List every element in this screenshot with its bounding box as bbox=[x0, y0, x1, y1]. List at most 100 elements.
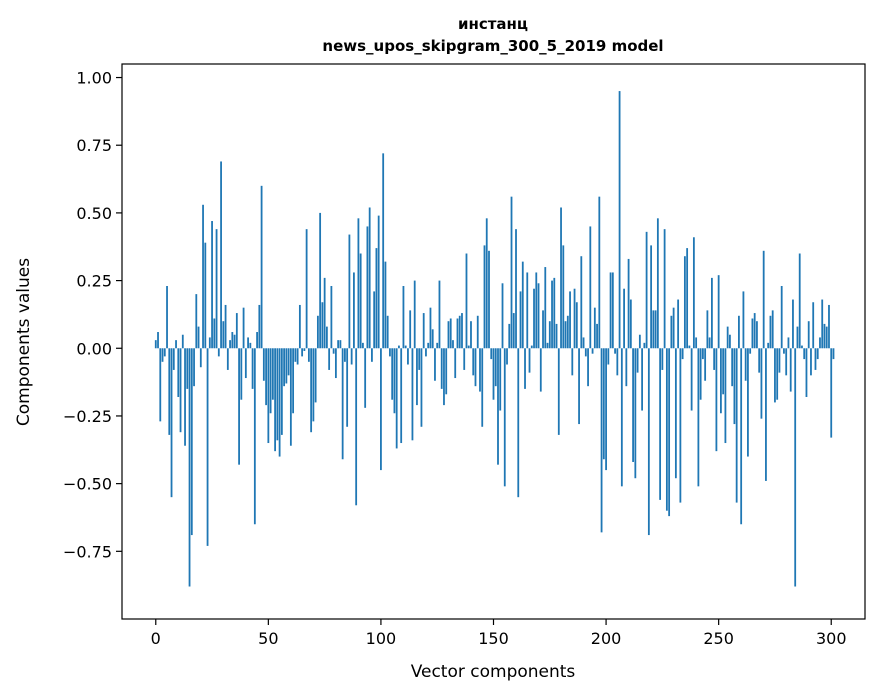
bar-4 bbox=[163, 348, 166, 357]
bar-50 bbox=[267, 348, 270, 444]
bar-126 bbox=[438, 280, 441, 349]
bar-187 bbox=[575, 302, 578, 349]
bar-87 bbox=[350, 348, 353, 365]
bar-14 bbox=[186, 348, 189, 389]
bar-254 bbox=[726, 326, 729, 349]
bar-146 bbox=[483, 245, 486, 349]
bar-197 bbox=[598, 196, 601, 349]
bar-91 bbox=[359, 253, 362, 349]
bar-284 bbox=[794, 348, 797, 587]
bar-80 bbox=[334, 348, 337, 379]
bar-190 bbox=[582, 337, 585, 349]
bar-275 bbox=[774, 348, 776, 403]
bar-200 bbox=[605, 348, 607, 471]
bar-268 bbox=[758, 348, 761, 373]
bar-72 bbox=[316, 315, 319, 349]
bar-100 bbox=[380, 348, 382, 471]
bar-262 bbox=[744, 348, 747, 381]
bar-108 bbox=[398, 345, 400, 349]
y-tick-label: 0.50 bbox=[76, 204, 112, 223]
bar-71 bbox=[314, 348, 317, 403]
bar-198 bbox=[600, 348, 603, 533]
bar-54 bbox=[276, 348, 279, 441]
bar-88 bbox=[353, 272, 355, 349]
bar-20 bbox=[199, 348, 202, 368]
bar-238 bbox=[690, 348, 693, 411]
bar-115 bbox=[413, 280, 416, 349]
bar-145 bbox=[481, 348, 484, 427]
bar-194 bbox=[591, 348, 594, 354]
bar-140 bbox=[470, 321, 472, 349]
y-tick-label: 0.75 bbox=[76, 136, 112, 155]
y-tick-label: −0.25 bbox=[63, 407, 112, 426]
bar-92 bbox=[362, 342, 364, 349]
y-tick-label: 0.25 bbox=[76, 272, 112, 291]
bar-154 bbox=[501, 283, 504, 349]
bar-25 bbox=[211, 221, 213, 349]
bar-128 bbox=[443, 348, 445, 406]
bar-62 bbox=[294, 348, 297, 362]
bar-265 bbox=[751, 318, 754, 349]
bar-232 bbox=[677, 299, 680, 349]
bar-229 bbox=[670, 315, 673, 349]
bar-282 bbox=[789, 348, 792, 392]
bar-141 bbox=[472, 348, 475, 376]
bar-159 bbox=[512, 313, 515, 349]
bar-16 bbox=[190, 348, 193, 536]
bar-176 bbox=[551, 280, 553, 349]
bar-79 bbox=[332, 348, 335, 354]
bar-168 bbox=[533, 288, 535, 349]
bar-179 bbox=[557, 348, 560, 435]
bar-300 bbox=[830, 348, 833, 438]
bar-163 bbox=[521, 261, 524, 349]
bar-245 bbox=[706, 310, 709, 349]
bar-269 bbox=[760, 348, 763, 419]
bar-52 bbox=[271, 348, 274, 400]
bar-33 bbox=[229, 340, 231, 349]
bar-19 bbox=[197, 326, 200, 349]
bar-0 bbox=[154, 340, 157, 349]
bar-series bbox=[154, 91, 835, 587]
bar-161 bbox=[517, 348, 520, 498]
bar-182 bbox=[564, 321, 567, 349]
x-tick-label: 50 bbox=[258, 629, 278, 648]
bar-214 bbox=[636, 348, 639, 373]
bar-250 bbox=[717, 275, 720, 349]
bar-125 bbox=[436, 342, 439, 349]
bar-116 bbox=[416, 348, 418, 406]
bar-293 bbox=[814, 348, 817, 370]
bar-121 bbox=[427, 342, 430, 349]
bar-105 bbox=[391, 348, 394, 400]
bar-177 bbox=[553, 277, 556, 349]
bar-150 bbox=[492, 348, 495, 400]
bar-32 bbox=[226, 348, 229, 370]
x-tick-label: 0 bbox=[151, 629, 161, 648]
bar-184 bbox=[569, 291, 571, 349]
bar-261 bbox=[742, 291, 745, 349]
bar-68 bbox=[307, 348, 310, 362]
bar-21 bbox=[202, 204, 204, 349]
y-axis-label: Components values bbox=[14, 258, 34, 426]
bar-174 bbox=[546, 342, 549, 349]
bar-27 bbox=[215, 229, 218, 349]
bar-104 bbox=[389, 348, 391, 357]
bar-296 bbox=[821, 299, 824, 349]
bar-59 bbox=[287, 348, 290, 376]
bar-169 bbox=[535, 272, 538, 349]
bar-286 bbox=[798, 253, 801, 349]
bar-264 bbox=[749, 348, 752, 354]
bar-215 bbox=[638, 334, 641, 349]
bar-1 bbox=[157, 332, 159, 349]
bar-122 bbox=[429, 307, 432, 349]
bar-152 bbox=[497, 348, 499, 465]
bar-291 bbox=[810, 348, 812, 376]
bar-219 bbox=[647, 348, 650, 536]
bar-143 bbox=[476, 315, 479, 349]
bar-3 bbox=[161, 348, 164, 362]
bar-153 bbox=[499, 348, 502, 411]
bar-281 bbox=[787, 337, 790, 349]
bar-160 bbox=[515, 229, 517, 349]
bar-34 bbox=[231, 332, 234, 349]
bar-114 bbox=[411, 348, 414, 441]
